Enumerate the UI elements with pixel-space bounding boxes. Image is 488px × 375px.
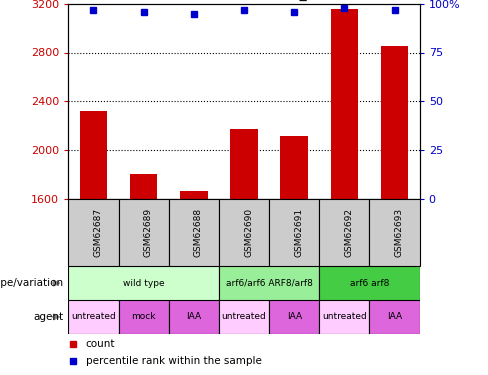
Bar [319,199,369,266]
Bar [130,174,158,375]
Text: count: count [85,339,115,349]
Text: mock: mock [131,312,156,321]
Bar [119,300,169,334]
Bar [119,199,169,266]
Text: untreated: untreated [322,312,367,321]
Text: IAA: IAA [186,312,202,321]
Bar [330,9,358,375]
Text: agent: agent [33,312,63,322]
Text: arf6 arf8: arf6 arf8 [350,279,389,288]
Bar [68,266,219,300]
Bar [68,300,119,334]
Bar [219,266,319,300]
Bar [219,300,269,334]
Text: GSM62690: GSM62690 [244,208,253,257]
Text: IAA: IAA [387,312,402,321]
Bar [381,46,408,375]
Bar [269,199,319,266]
Bar [319,266,420,300]
Bar [169,199,219,266]
Text: GSM62692: GSM62692 [345,208,353,257]
Bar [219,199,269,266]
Bar [369,300,420,334]
Bar [80,111,107,375]
Bar [319,300,369,334]
Bar [230,129,258,375]
Bar [269,300,319,334]
Text: wild type: wild type [123,279,164,288]
Bar [369,199,420,266]
Text: GSM62688: GSM62688 [194,208,203,257]
Title: GDS1408 / 264383_at: GDS1408 / 264383_at [167,0,321,2]
Bar [180,191,207,375]
Text: GSM62689: GSM62689 [143,208,153,257]
Bar [68,199,119,266]
Text: GSM62687: GSM62687 [93,208,102,257]
Text: arf6/arf6 ARF8/arf8: arf6/arf6 ARF8/arf8 [225,279,312,288]
Text: GSM62691: GSM62691 [294,208,303,257]
Text: untreated: untreated [71,312,116,321]
Text: GSM62693: GSM62693 [395,208,404,257]
Bar [169,300,219,334]
Text: percentile rank within the sample: percentile rank within the sample [85,356,262,366]
Text: IAA: IAA [286,312,302,321]
Text: untreated: untreated [222,312,266,321]
Bar [281,136,308,375]
Text: genotype/variation: genotype/variation [0,278,63,288]
